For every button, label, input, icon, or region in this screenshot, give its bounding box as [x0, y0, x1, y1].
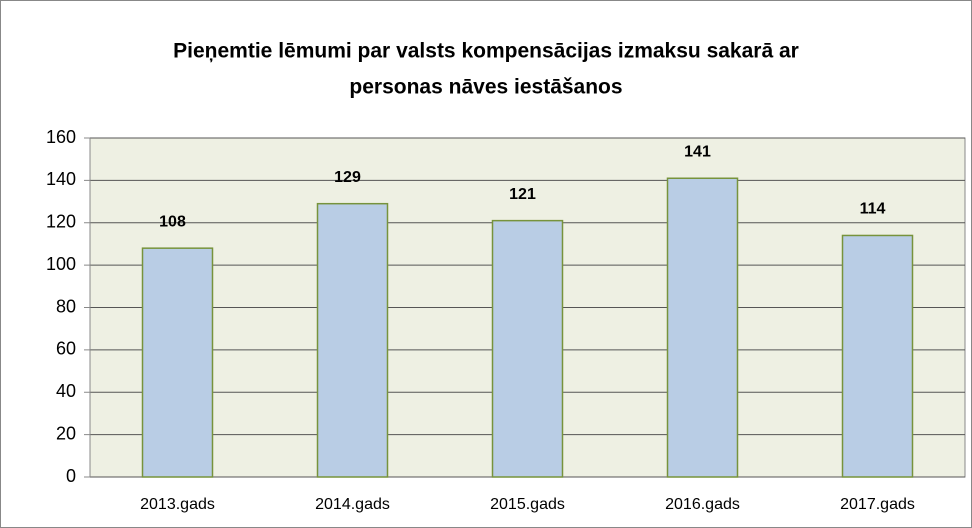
y-tick-label: 140	[46, 169, 76, 189]
bar	[316, 202, 389, 478]
bar	[666, 177, 739, 478]
y-tick-label: 160	[46, 127, 76, 147]
x-tick-label: 2014.gads	[315, 496, 390, 513]
x-tick-label: 2016.gads	[665, 496, 740, 513]
y-tick-label: 120	[46, 212, 76, 232]
y-tick-label: 40	[56, 381, 76, 401]
chart-title: personas nāves iestāšanos	[349, 76, 622, 99]
x-tick-label: 2015.gads	[490, 496, 565, 513]
x-tick-label: 2017.gads	[840, 496, 915, 513]
value-label: 141	[684, 143, 711, 160]
chart-title: Pieņemtie lēmumi par valsts kompensācija…	[173, 40, 799, 63]
y-tick-label: 0	[66, 466, 76, 486]
value-label: 108	[159, 213, 186, 230]
y-tick-label: 20	[56, 423, 76, 443]
value-label: 129	[334, 169, 361, 186]
x-tick-label: 2013.gads	[140, 496, 215, 513]
bar	[141, 247, 214, 478]
y-tick-label: 80	[56, 296, 76, 316]
y-tick-label: 60	[56, 339, 76, 359]
value-label: 121	[509, 186, 536, 203]
y-tick-label: 100	[46, 254, 76, 274]
value-label: 114	[860, 201, 886, 218]
bar	[841, 234, 914, 478]
bar	[491, 219, 564, 478]
